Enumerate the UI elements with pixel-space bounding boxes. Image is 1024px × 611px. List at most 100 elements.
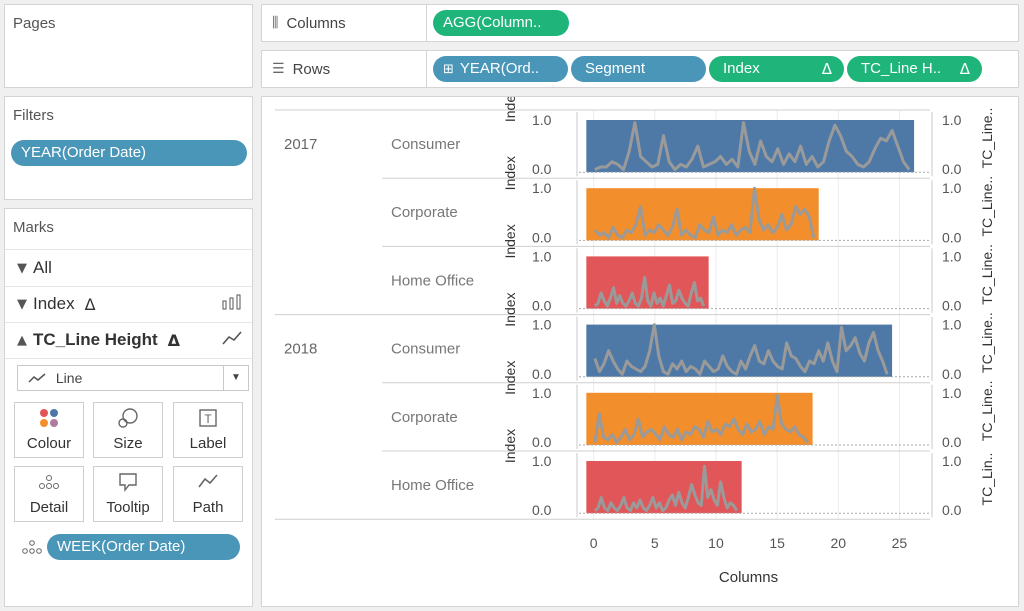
line-chart-icon [222, 330, 242, 350]
right-axis-title: TC_Line.. [979, 312, 995, 373]
left-axis-title: Index [502, 156, 518, 190]
size-icon [94, 403, 162, 435]
right-axis-tick: 0.0 [942, 229, 962, 245]
chevron-down-icon: ▼ [17, 296, 27, 312]
segment-header: Corporate [391, 409, 458, 426]
dual-axis-chart[interactable]: 2017 Consumer Index 1.0 0.0 1.0 0.0 TC_Line.. Co… [262, 97, 1018, 606]
right-axis-tick: 0.0 [942, 161, 962, 177]
marks-card-label: TC_Line Height [33, 330, 158, 349]
left-axis-tick: 1.0 [532, 317, 552, 333]
year-header: 2017 [284, 136, 317, 153]
marks-card-tc-line-height[interactable]: ▲ TC_Line Height Δ [5, 322, 252, 359]
marks-panel: Marks ▼ All ▼ Index Δ ▲ TC_Line Height Δ… [4, 208, 253, 607]
label-icon: T [174, 403, 242, 435]
columns-shelf[interactable]: ⫼ Columns AGG(Column.. [261, 4, 1019, 42]
chevron-down-icon[interactable]: ▼ [223, 366, 248, 390]
filters-panel[interactable]: Filters YEAR(Order Date) [4, 96, 253, 200]
right-axis-tick: 1.0 [942, 112, 962, 128]
rows-pill-segment[interactable]: Segment [571, 56, 706, 82]
left-axis-tick: 0.0 [532, 502, 552, 518]
rows-pill-year[interactable]: ⊞ YEAR(Ord.. [433, 56, 568, 82]
rows-pill-index[interactable]: Index Δ [709, 56, 844, 82]
chevron-up-icon: ▲ [17, 332, 27, 348]
detail-pill-week[interactable]: WEEK(Order Date) [47, 534, 240, 560]
x-tick-label: 0 [590, 535, 598, 551]
segment-header: Home Office [391, 477, 474, 494]
left-axis-title: Index [502, 361, 518, 395]
calculation-delta-icon: Δ [84, 294, 96, 314]
segment-header: Home Office [391, 272, 474, 289]
left-axis-title: Index [502, 97, 518, 122]
colour-icon [15, 403, 83, 435]
x-tick-label: 5 [651, 535, 659, 551]
marks-card-all[interactable]: ▼ All [5, 250, 252, 287]
marks-card-index[interactable]: ▼ Index Δ [5, 286, 252, 323]
path-button[interactable]: Path [173, 466, 243, 522]
rows-label: Rows [292, 60, 331, 78]
left-axis-tick: 0.0 [532, 229, 552, 245]
x-tick-label: 20 [830, 535, 846, 551]
expand-icon[interactable]: ⊞ [443, 62, 454, 77]
line-chart-icon [28, 367, 46, 391]
rows-pill-tc-line-height[interactable]: TC_Line H.. Δ [847, 56, 982, 82]
left-axis-title: Index [502, 224, 518, 258]
calculation-delta-icon: Δ [167, 330, 181, 350]
bar [586, 120, 915, 173]
calculation-delta-icon: Δ [821, 60, 832, 78]
columns-label: Columns [286, 14, 346, 32]
left-axis-tick: 1.0 [532, 180, 552, 196]
right-axis-tick: 1.0 [942, 453, 962, 469]
line-series [593, 323, 889, 376]
tooltip-icon [94, 467, 162, 499]
left-axis-tick: 0.0 [532, 161, 552, 177]
mark-type-dropdown[interactable]: Line ▼ [17, 365, 249, 391]
right-axis-tick: 0.0 [942, 366, 962, 382]
marks-title: Marks [13, 219, 54, 236]
line-series [593, 393, 809, 444]
detail-label: Detail [29, 499, 69, 516]
tooltip-button[interactable]: Tooltip [93, 466, 163, 522]
size-label: Size [113, 435, 143, 452]
right-axis-tick: 1.0 [942, 180, 962, 196]
right-axis-title: TC_Lin.. [979, 453, 995, 506]
right-axis-tick: 1.0 [942, 248, 962, 264]
mark-type-value: Line [55, 370, 83, 386]
left-axis-tick: 1.0 [532, 385, 552, 401]
svg-text:T: T [204, 412, 212, 426]
right-axis-title: TC_Line.. [979, 108, 995, 169]
calculation-delta-icon: Δ [959, 60, 970, 78]
rows-shelf[interactable]: ☰ Rows ⊞ YEAR(Ord.. Segment Index Δ TC_Li… [261, 50, 1019, 88]
path-label: Path [192, 499, 224, 516]
chevron-down-icon: ▼ [17, 260, 27, 276]
pages-title: Pages [13, 15, 56, 32]
detail-icon [21, 539, 43, 560]
right-axis-title: TC_Line.. [979, 244, 995, 305]
colour-button[interactable]: Colour [14, 402, 84, 458]
detail-icon [15, 467, 83, 499]
pages-panel[interactable]: Pages [4, 4, 253, 88]
left-axis-tick: 1.0 [532, 112, 552, 128]
path-icon [174, 467, 242, 499]
right-axis-tick: 0.0 [942, 298, 962, 314]
left-axis-tick: 1.0 [532, 453, 552, 469]
right-axis-tick: 1.0 [942, 385, 962, 401]
detail-button[interactable]: Detail [14, 466, 84, 522]
x-tick-label: 10 [708, 535, 724, 551]
columns-icon: ⫼ [272, 15, 279, 31]
columns-pill-agg[interactable]: AGG(Column.. [433, 10, 569, 36]
size-button[interactable]: Size [93, 402, 163, 458]
segment-header: Corporate [391, 204, 458, 221]
colour-label: Colour [26, 435, 72, 452]
line-series [593, 275, 706, 308]
marks-card-label: All [33, 258, 52, 277]
label-button[interactable]: T Label [173, 402, 243, 458]
year-header: 2018 [284, 341, 317, 358]
filter-pill-year[interactable]: YEAR(Order Date) [11, 140, 247, 166]
line-series [594, 121, 911, 172]
bar [586, 188, 819, 241]
left-axis-tick: 1.0 [532, 248, 552, 264]
right-axis-tick: 0.0 [942, 502, 962, 518]
right-axis-tick: 1.0 [942, 317, 962, 333]
left-axis-tick: 0.0 [532, 298, 552, 314]
view-area[interactable]: 2017 Consumer Index 1.0 0.0 1.0 0.0 TC_Line.. Co… [261, 96, 1019, 607]
